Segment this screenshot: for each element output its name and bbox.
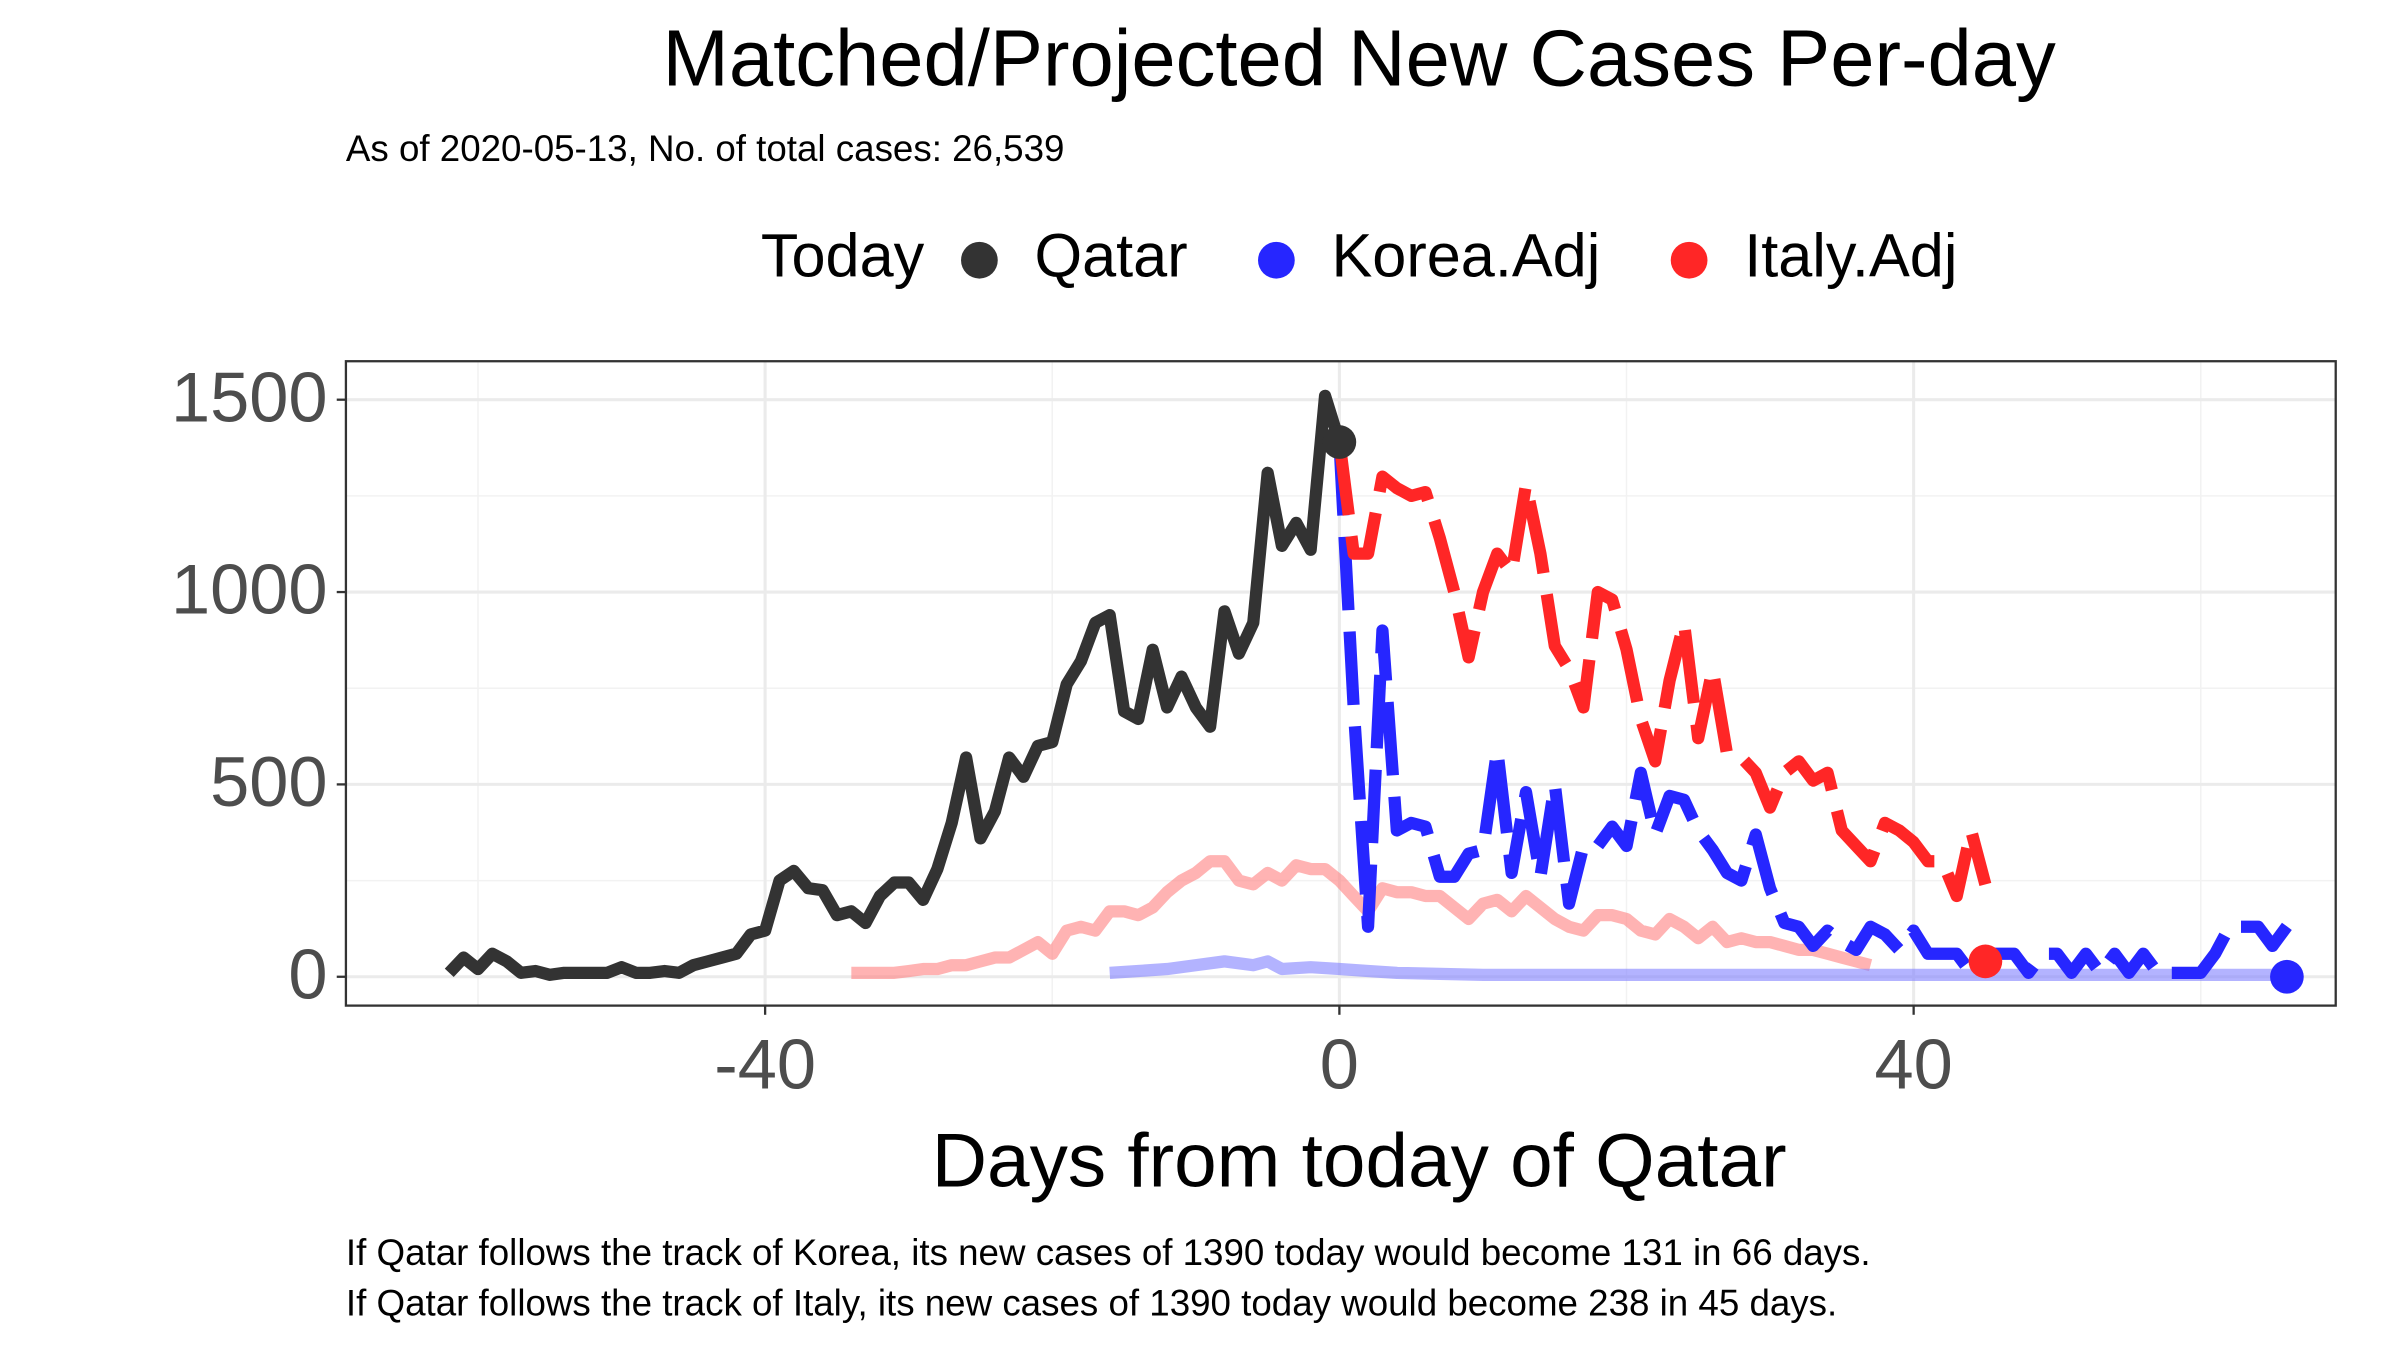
x-axis-label: Days from today of Qatar [932, 1119, 1787, 1204]
x-tick-label: 0 [1320, 1024, 1359, 1103]
y-tick-label: 500 [210, 742, 327, 821]
today-point [1968, 944, 2003, 979]
today-point [2270, 959, 2304, 994]
note: If Qatar follows the track of Korea, its… [346, 1232, 1871, 1273]
legend-label: Qatar [1034, 221, 1187, 289]
plot-border [344, 360, 2337, 1007]
series-line [1333, 441, 2292, 979]
legend-title: Today [761, 221, 925, 289]
legend-label: Korea.Adj [1331, 221, 1600, 289]
legend-label: Italy.Adj [1744, 221, 1957, 289]
y-tick-label: 0 [288, 934, 327, 1013]
legend-marker [1258, 241, 1295, 279]
x-tick-label: -40 [714, 1024, 816, 1103]
subtitle: As of 2020-05-13, No. of total cases: 26… [346, 128, 1065, 169]
series-line [851, 855, 1873, 979]
y-tick-label: 1000 [171, 550, 328, 629]
y-tick-label: 1500 [171, 357, 328, 436]
legend-marker [1670, 241, 1708, 279]
series-line [1109, 955, 2287, 981]
plot-area [444, 389, 2292, 981]
series-line [444, 389, 1346, 981]
note: If Qatar follows the track of Italy, its… [346, 1282, 1837, 1323]
series-line [1333, 441, 1992, 903]
legend-marker [961, 241, 998, 279]
today-point [1322, 425, 1357, 459]
x-tick-label: 40 [1874, 1024, 1952, 1103]
chart-title: Matched/Projected New Cases Per-day [663, 13, 2056, 102]
